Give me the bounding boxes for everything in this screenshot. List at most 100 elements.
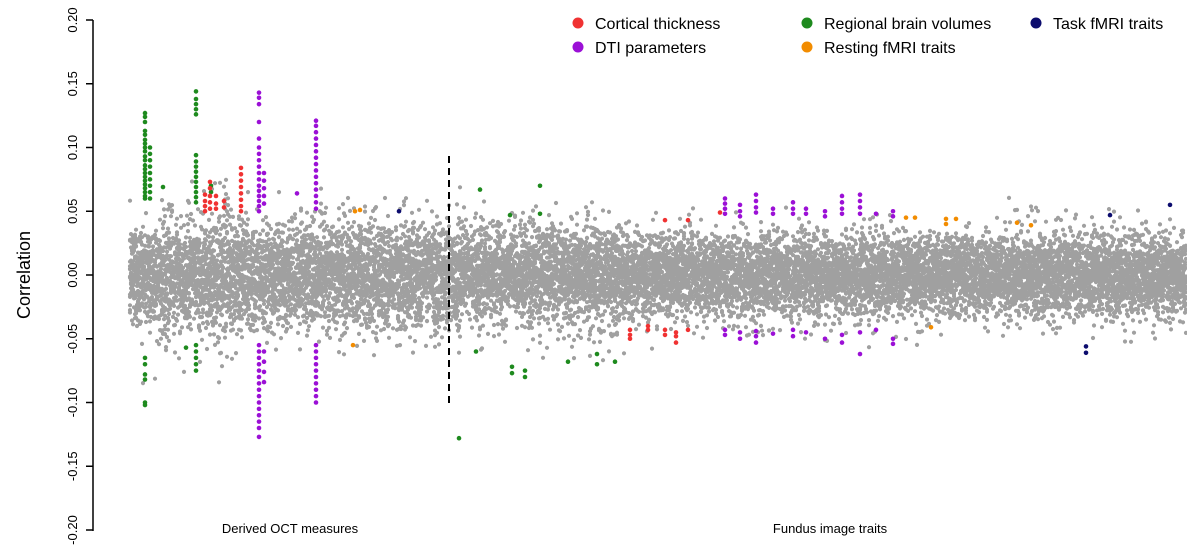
legend-marker	[572, 17, 584, 29]
highlighted-point	[238, 208, 244, 214]
highlighted-point	[193, 169, 199, 175]
highlighted-point	[673, 330, 679, 335]
y-tick-label: -0.10	[65, 388, 80, 418]
highlighted-point	[256, 90, 262, 95]
highlighted-point	[256, 368, 262, 373]
highlighted-point	[313, 374, 319, 380]
highlighted-point	[142, 372, 148, 377]
y-axis-ticks: -0.20 -0.15 -0.10 -0.05 0.00 0.05 0.10 0.15 0.20	[65, 7, 93, 545]
highlighted-point	[685, 327, 691, 333]
highlighted-point	[313, 361, 319, 367]
highlighted-point	[313, 118, 319, 124]
highlighted-point	[537, 183, 543, 189]
highlighted-point	[803, 206, 809, 211]
highlighted-point	[685, 217, 691, 223]
highlighted-point	[928, 324, 934, 330]
highlighted-point	[202, 208, 208, 214]
y-tick-label: 0.10	[65, 135, 80, 160]
highlighted-point	[822, 208, 828, 214]
highlighted-point	[238, 171, 244, 177]
background-point-cloud	[127, 177, 1187, 386]
highlighted-point	[142, 157, 148, 163]
highlighted-point	[238, 184, 244, 190]
highlighted-point	[352, 208, 358, 214]
highlighted-point	[943, 221, 949, 227]
highlighted-point	[627, 327, 633, 333]
highlighted-point	[737, 336, 743, 342]
highlighted-point	[753, 205, 759, 210]
highlighted-point	[612, 359, 618, 365]
legend-label: DTI parameters	[595, 40, 706, 57]
highlighted-point	[753, 333, 759, 339]
highlighted-point	[142, 189, 148, 195]
highlighted-point	[507, 212, 513, 218]
highlighted-point	[313, 387, 319, 393]
highlighted-point	[509, 370, 515, 376]
highlighted-point	[256, 387, 262, 393]
highlighted-point	[142, 114, 148, 120]
highlighted-point	[770, 206, 776, 211]
highlighted-point	[753, 198, 759, 204]
highlighted-point	[313, 129, 319, 135]
group-label-fundus: Fundus image traits	[773, 521, 888, 536]
highlighted-point	[256, 101, 262, 107]
highlighted-point	[839, 193, 845, 199]
highlighted-point	[565, 359, 571, 365]
highlighted-point	[207, 179, 213, 185]
highlighted-point	[857, 198, 863, 204]
legend: Cortical thickness DTI parameters Regional…	[572, 16, 1163, 57]
highlighted-point	[722, 201, 728, 206]
highlighted-point	[256, 208, 262, 214]
background-cloud	[127, 177, 1187, 386]
legend-label: Cortical thickness	[595, 16, 720, 33]
highlighted-point	[193, 361, 199, 367]
highlighted-point	[142, 178, 148, 183]
legend-marker	[801, 17, 813, 29]
highlighted-point	[183, 345, 189, 350]
highlighted-point	[193, 200, 199, 205]
highlighted-point	[147, 189, 153, 195]
highlighted-point	[1014, 220, 1020, 226]
highlighted-point	[142, 137, 148, 143]
highlighted-point	[839, 200, 845, 205]
highlighted-point	[803, 211, 809, 217]
highlighted-point	[873, 327, 879, 333]
highlighted-point	[594, 351, 600, 357]
highlighted-point	[147, 177, 153, 182]
highlighted-point	[256, 400, 262, 405]
highlighted-point	[473, 349, 479, 354]
highlighted-point	[537, 211, 543, 217]
highlighted-point	[662, 332, 668, 338]
legend-label: Task fMRI traits	[1053, 16, 1163, 33]
highlighted-point	[722, 196, 728, 201]
legend-marker	[572, 41, 584, 53]
highlighted-point	[142, 128, 148, 134]
highlighted-point	[737, 202, 743, 208]
highlighted-point	[1083, 344, 1089, 349]
highlighted-point	[142, 163, 148, 168]
highlighted-point	[790, 327, 796, 333]
highlighted-point	[256, 188, 262, 194]
highlighted-point	[142, 196, 148, 201]
highlighted-point	[522, 374, 528, 380]
highlighted-point	[313, 206, 319, 211]
highlighted-point	[142, 361, 148, 367]
highlighted-point	[256, 157, 262, 163]
highlighted-point	[662, 327, 668, 333]
legend-label: Resting fMRI traits	[824, 40, 956, 57]
highlighted-point	[256, 342, 262, 348]
highlighted-point	[313, 180, 319, 186]
highlighted-point	[256, 393, 262, 399]
highlighted-point	[142, 154, 148, 159]
highlighted-point	[147, 170, 153, 176]
highlighted-point	[313, 342, 319, 348]
highlighted-point	[477, 187, 483, 192]
highlighted-point	[737, 214, 743, 219]
highlighted-point	[857, 192, 863, 197]
highlighted-point	[722, 327, 728, 333]
highlighted-point	[313, 155, 319, 160]
highlighted-point	[160, 184, 166, 190]
highlighted-point	[193, 179, 199, 185]
highlighted-point	[822, 214, 828, 219]
highlighted-point	[256, 164, 262, 169]
